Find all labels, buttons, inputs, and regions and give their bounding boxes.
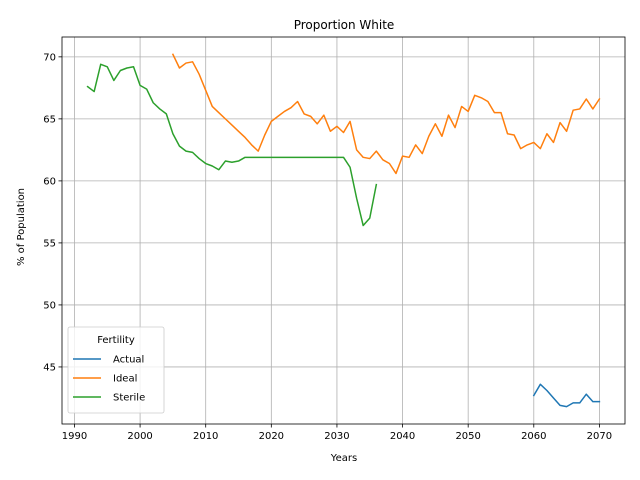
x-tick-label: 2030: [324, 431, 349, 442]
series-line-ideal: [171, 53, 601, 175]
y-tick-label: 65: [43, 114, 56, 125]
y-tick-label: 45: [43, 362, 56, 373]
y-tick-label: 50: [43, 300, 56, 311]
legend-label-actual: Actual: [113, 355, 144, 366]
y-tick-label: 55: [43, 238, 56, 249]
x-tick-label: 2020: [259, 431, 284, 442]
x-tick-label: 2060: [521, 431, 546, 442]
grid-lines: [62, 37, 625, 424]
chart-title: Proportion White: [294, 18, 395, 32]
x-tick-label: 1990: [62, 431, 87, 442]
plot-area-frame: [61, 36, 626, 425]
y-tick-label: 70: [43, 52, 56, 63]
series-lines: [86, 53, 601, 408]
series-line-sterile: [86, 63, 378, 227]
x-tick-label: 2050: [455, 431, 480, 442]
y-tick-label: 60: [43, 176, 56, 187]
x-tick-label: 2010: [193, 431, 218, 442]
legend: Fertility Actual Ideal Sterile: [67, 326, 165, 414]
x-tick-label: 2040: [390, 431, 415, 442]
legend-label-sterile: Sterile: [113, 393, 145, 404]
series-line-actual: [532, 383, 601, 408]
legend-box: [67, 326, 165, 414]
axis-ticks: 1990 2000 2010 2020 2030 2040 2050 2060 2070 45 50…: [43, 52, 612, 442]
x-tick-label: 2070: [587, 431, 612, 442]
x-tick-label: 2000: [127, 431, 152, 442]
legend-title: Fertility: [97, 335, 135, 346]
legend-label-ideal: Ideal: [113, 374, 137, 385]
x-axis-label: Years: [330, 453, 357, 464]
y-axis-label: % of Population: [16, 188, 27, 266]
